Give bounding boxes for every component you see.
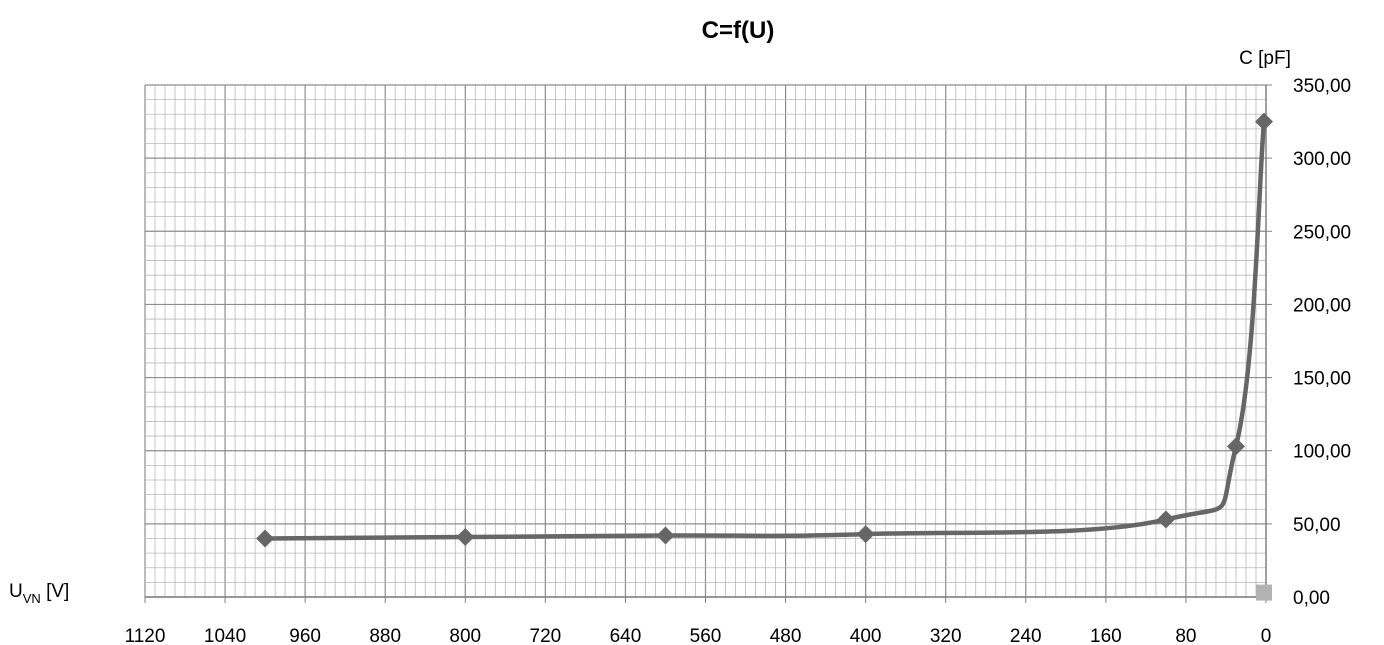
y-axis-label: C [pF] [1239, 48, 1291, 69]
y-tick-label: 200,00 [1293, 295, 1351, 316]
x-tick-label: 320 [930, 626, 962, 645]
data-point-diamond [1226, 437, 1245, 456]
x-tick-label: 400 [850, 626, 882, 645]
y-tick-label: 0,00 [1293, 588, 1330, 609]
x-tick-label: 1040 [204, 626, 246, 645]
x-tick-label: 800 [449, 626, 481, 645]
data-point-diamond [1156, 510, 1175, 529]
x-tick-label: 1120 [125, 626, 166, 645]
y-tick-label: 350,00 [1293, 76, 1351, 97]
data-point-diamond [256, 529, 275, 548]
x-tick-label: 880 [369, 626, 401, 645]
tick-labels: 1120 1040 960 880 800 720 640 560 480 400 320 240 16… [125, 76, 1352, 645]
series [256, 112, 1273, 601]
x-tick-label: 960 [289, 626, 321, 645]
data-point-diamond [856, 525, 875, 544]
y-tick-label: 250,00 [1293, 222, 1351, 243]
data-point-diamond [656, 526, 675, 545]
y-tick-label: 50,00 [1293, 515, 1341, 536]
x-tick-label: 560 [690, 626, 722, 645]
x-tick-label: 720 [530, 626, 562, 645]
y-tick-label: 100,00 [1293, 442, 1351, 463]
x-axis-label: UVN [V] [9, 581, 69, 606]
data-point-diamond [456, 528, 475, 547]
chart-title: C=f(U) [702, 17, 775, 44]
x-tick-label: 160 [1090, 626, 1122, 645]
x-tick-label: 80 [1175, 626, 1196, 645]
data-point-square [1255, 584, 1272, 601]
x-tick-label: 480 [770, 626, 802, 645]
x-axis-label-unit: [V] [41, 581, 70, 602]
grid [144, 84, 1267, 598]
data-point-diamond [1254, 112, 1273, 131]
x-tick-label: 240 [1010, 626, 1042, 645]
x-axis-label-sub: VN [23, 591, 41, 606]
x-tick-label: 640 [610, 626, 642, 645]
y-tick-label: 300,00 [1293, 149, 1351, 170]
y-tick-label: 150,00 [1293, 369, 1351, 390]
x-axis-label-main: U [9, 581, 23, 602]
x-tick-label: 0 [1261, 626, 1272, 645]
